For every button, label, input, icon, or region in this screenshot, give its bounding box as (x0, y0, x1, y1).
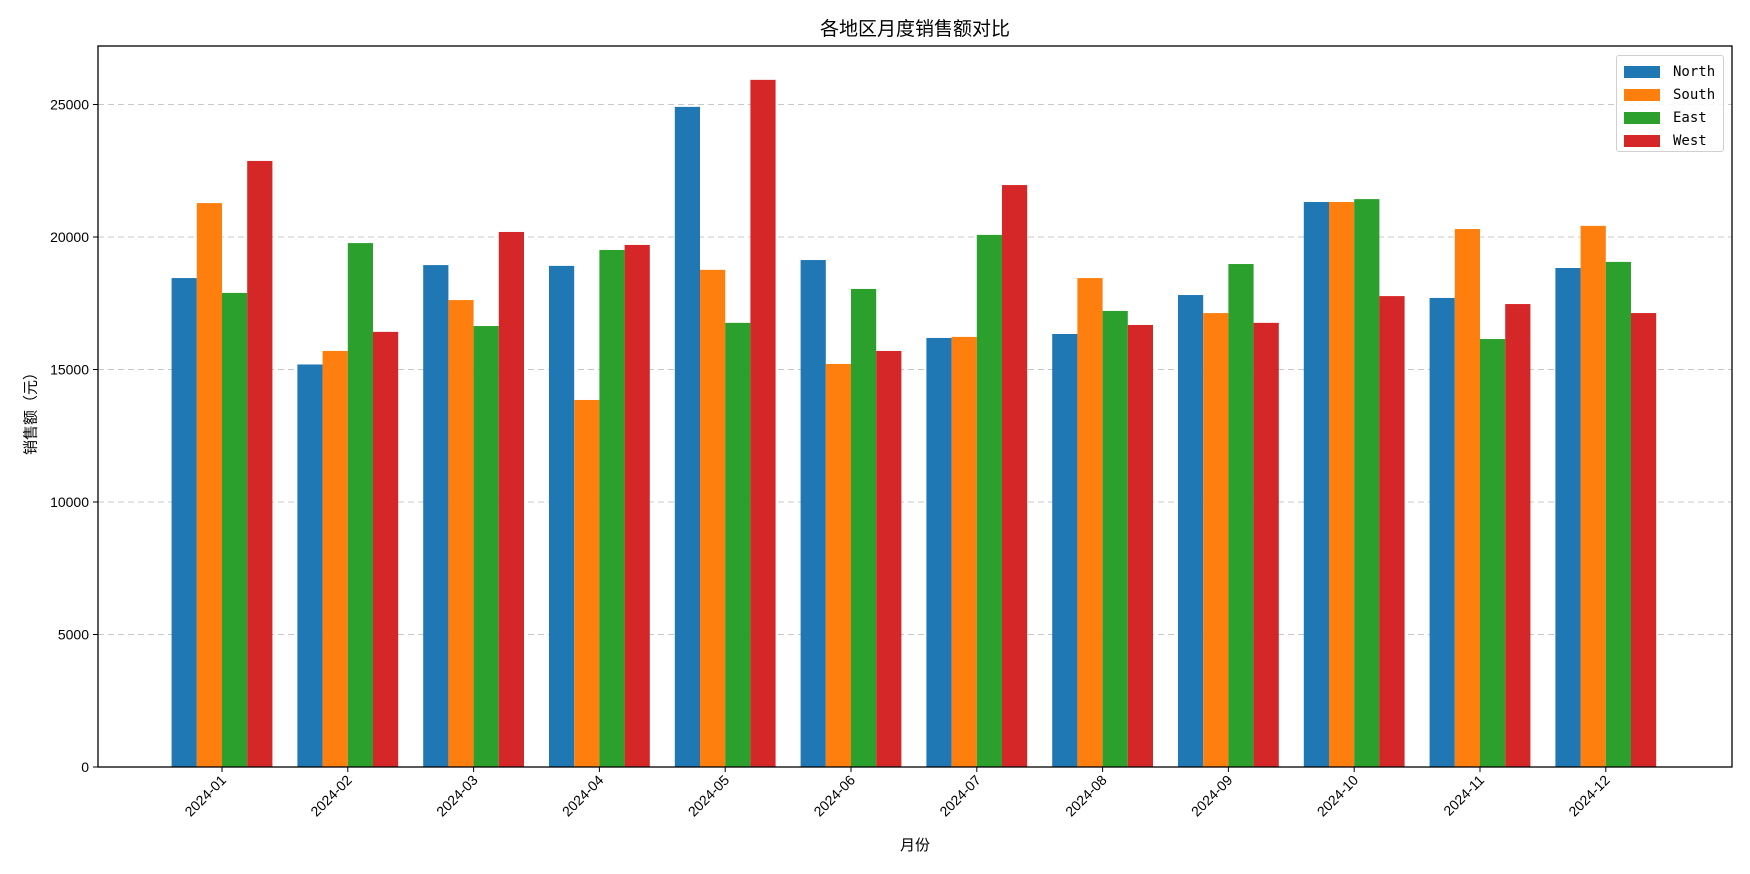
x-tick-label: 2024-10 (1314, 772, 1362, 820)
legend-swatch (1624, 112, 1660, 124)
legend-label: West (1673, 133, 1707, 149)
x-tick-label: 2024-07 (936, 772, 984, 820)
bar-south (322, 350, 348, 767)
x-tick-label: 2024-04 (559, 772, 607, 820)
y-tick-label: 5000 (58, 627, 89, 643)
bar-east (976, 234, 1002, 767)
x-tick-label: 2024-05 (685, 772, 733, 820)
legend-item-west: West (1624, 131, 1707, 151)
bar-south (825, 363, 851, 767)
x-tick-label: 2024-06 (810, 772, 858, 820)
y-axis-label: 销售额（元） (21, 364, 40, 456)
legend-label: North (1673, 64, 1716, 80)
bar-west (498, 231, 524, 768)
legend-swatch (1624, 135, 1660, 147)
bar-east (1228, 264, 1254, 767)
bar-south (1203, 313, 1229, 767)
bar-north (1303, 202, 1329, 767)
legend-item-north: North (1624, 62, 1715, 82)
legend-swatch (1624, 66, 1660, 78)
y-tick-label: 15000 (50, 362, 89, 378)
bar-east (1102, 310, 1128, 767)
bar-south (1077, 278, 1103, 767)
bar-south (196, 203, 222, 767)
axes-frame (97, 45, 1733, 768)
bar-west (247, 160, 273, 767)
x-axis-label: 月份 (899, 836, 930, 854)
bar-east (1354, 199, 1380, 768)
bar-west (1002, 185, 1028, 767)
bar-west (1631, 313, 1657, 767)
legend-label: South (1673, 87, 1716, 103)
bar-east (473, 326, 499, 767)
x-tick-label: 2024-12 (1565, 772, 1613, 820)
y-tick-label: 0 (81, 759, 89, 775)
x-tick-label: 2024-09 (1188, 772, 1236, 820)
x-tick-label: 2024-01 (181, 772, 229, 820)
bar-south (700, 269, 726, 767)
bar-north (549, 265, 575, 767)
bar-west (624, 244, 650, 767)
legend-item-south: South (1624, 85, 1715, 105)
x-tick-label: 2024-08 (1062, 772, 1110, 820)
bar-east (599, 249, 625, 768)
legend-label: East (1673, 110, 1707, 126)
bar-west (1127, 324, 1153, 767)
bar-south (1580, 225, 1606, 767)
bar-east (725, 322, 751, 767)
bar-east (1605, 261, 1631, 767)
legend: North South East West (1616, 55, 1724, 152)
bar-south (1454, 229, 1480, 768)
bar-east (222, 292, 248, 767)
bar-north (297, 364, 323, 767)
x-tick-label: 2024-02 (307, 772, 355, 820)
bar-south (574, 399, 600, 767)
bar-north (1052, 333, 1078, 767)
bar-west (876, 350, 902, 767)
bar-south (951, 336, 977, 767)
bar-north (926, 337, 952, 767)
bar-north (171, 278, 197, 767)
y-tick-label: 10000 (50, 494, 89, 510)
x-tick-label: 2024-03 (433, 772, 481, 820)
y-tick-label: 20000 (50, 229, 89, 245)
bar-east (347, 243, 373, 768)
legend-swatch (1624, 89, 1660, 101)
y-tick-label: 25000 (50, 97, 89, 113)
bar-north (1555, 268, 1581, 767)
bar-west (1253, 322, 1279, 767)
bar-west (1505, 304, 1531, 767)
bar-north (1429, 297, 1455, 767)
bar-west (1379, 296, 1405, 767)
bar-south (1329, 202, 1355, 767)
bar-west (373, 331, 399, 767)
x-tick-label: 2024-11 (1440, 772, 1487, 819)
bar-south (448, 300, 474, 767)
bar-north (800, 260, 826, 767)
bar-north (1178, 295, 1204, 767)
bar-east (1480, 339, 1506, 767)
bar-east (851, 288, 877, 767)
bar-north (423, 265, 449, 767)
chart-title: 各地区月度销售额对比 (819, 18, 1010, 40)
bar-west (750, 79, 776, 768)
bar-north (674, 106, 700, 767)
legend-item-east: East (1624, 108, 1707, 128)
